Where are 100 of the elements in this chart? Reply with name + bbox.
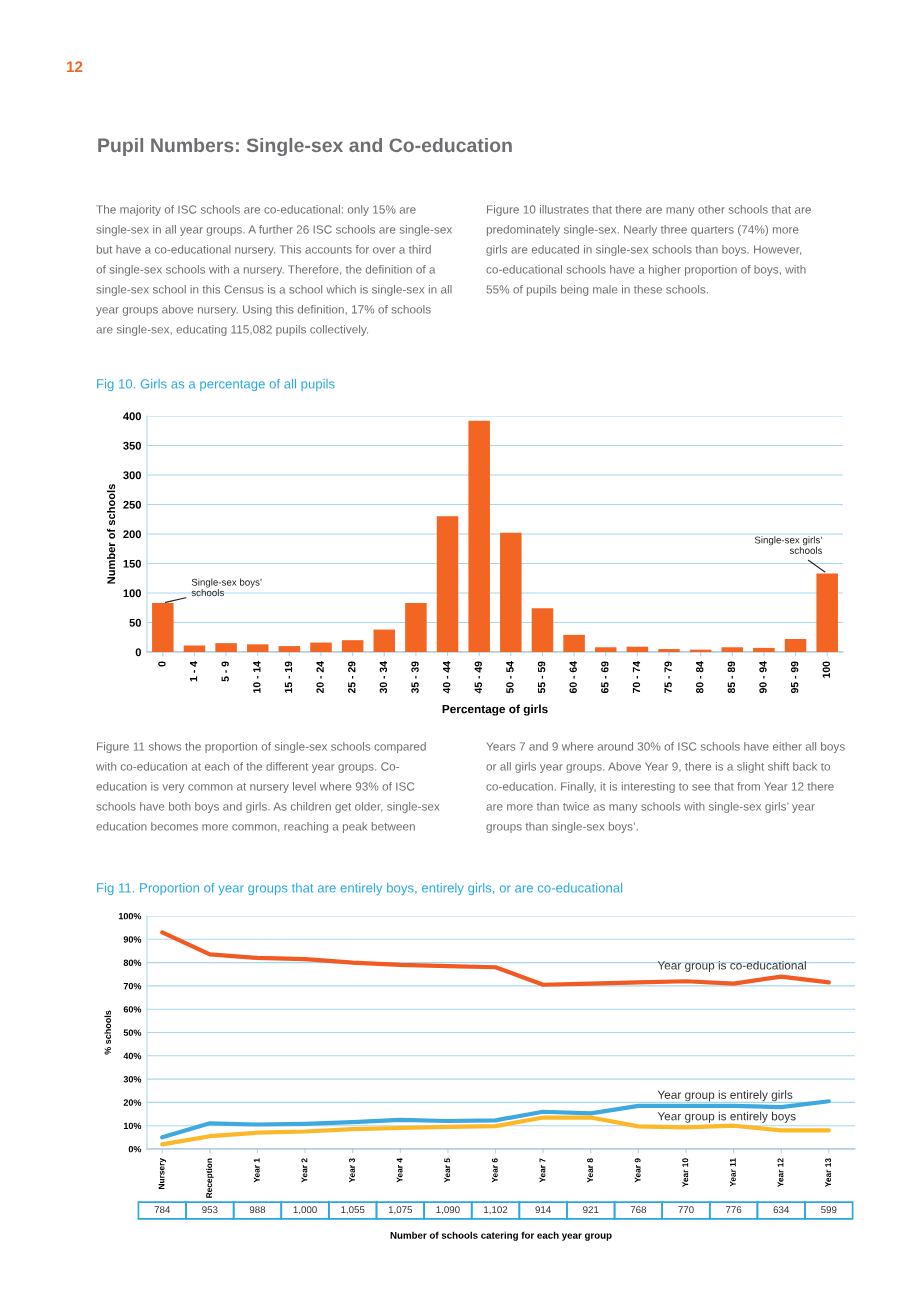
- x-tick-label: 35 - 39: [411, 661, 419, 694]
- y-tick-label: 300: [123, 471, 141, 480]
- x-tick-label: Year 12: [777, 1158, 784, 1188]
- bar: [721, 647, 744, 652]
- x-tick-label: 1 - 4: [189, 661, 198, 682]
- x-tick-label: Year 6: [491, 1158, 498, 1183]
- text: 1,000: [293, 1206, 317, 1215]
- x-tick-label: 70 - 74: [632, 661, 641, 694]
- x-tick-label: 10 - 14: [253, 661, 261, 693]
- text: 1,075: [388, 1206, 413, 1215]
- x-tick-label: 95 - 99: [790, 661, 799, 694]
- x-tick-label: 5 - 9: [221, 661, 229, 682]
- x-tick-label: Year 9: [634, 1158, 641, 1183]
- annotation: Single-sex boys’ schools: [191, 578, 262, 597]
- bar: [658, 649, 680, 652]
- text: 1,055: [341, 1206, 365, 1215]
- x-tick-label: Year 2: [301, 1158, 308, 1183]
- text: Years 7 and 9 where around 30% of ISC schools have either all boys or all girls year groups. Above Year 9, there is a slight shift back to co-education. Finally, it is interesting to see that from Year 12 there are more than twice as many schools with single-sex girls’ year groups than single-sex boys’.: [486, 742, 845, 833]
- y-tick-label: 350: [123, 441, 141, 450]
- x-tick-label: Year 5: [444, 1158, 451, 1183]
- caption: Figure 11 shows the proportion of single-sex schools compared with co-education at each of the different year groups. Co- education is very common at nursery level where 93% of ISC schools have both boys and girls. As children get older, single-sex education becomes more common, reaching a peak between: [95, 742, 440, 833]
- bar: [373, 629, 396, 652]
- x-tick-label: Reception: [205, 1158, 214, 1198]
- x-tick-label: 100: [822, 661, 830, 678]
- x-tick-label: 15 - 19: [284, 661, 293, 693]
- bar: [215, 643, 237, 652]
- y-tick-label: 70%: [123, 982, 142, 990]
- y-tick-label: 100: [123, 589, 141, 598]
- x-axis-title: Percentage of girls: [442, 704, 548, 716]
- bar: [436, 516, 459, 652]
- y-tick-label: 0: [135, 648, 141, 657]
- y-tick-label: 80%: [123, 959, 142, 966]
- x-tick-label: Year 4: [396, 1158, 403, 1183]
- bar: [563, 634, 585, 652]
- text: 776: [725, 1206, 742, 1214]
- bar: [405, 603, 427, 652]
- chart-title: Fig 11. Proportion of year groups that are entirely boys, entirely girls, or are co-educational: [97, 882, 623, 896]
- text: 599: [821, 1206, 837, 1214]
- y-axis-title: Number of schools: [106, 484, 116, 584]
- x-tick-label: 90 - 94: [759, 661, 767, 694]
- x-tick-label: Year 3: [349, 1158, 355, 1183]
- x-tick-label: 55 - 59: [537, 661, 546, 694]
- y-tick-label: 150: [123, 559, 141, 568]
- y-tick-label: 50: [129, 618, 141, 627]
- x-tick-label: 20 - 24: [316, 661, 324, 694]
- text: 988: [249, 1206, 266, 1214]
- y-tick-label: 200: [123, 530, 141, 539]
- x-tick-label: Year 11: [730, 1158, 736, 1187]
- y-tick-label: 20%: [123, 1099, 142, 1106]
- x-tick-label: 60 - 64: [569, 661, 577, 694]
- bar: [816, 573, 838, 652]
- x-tick-label: 75 - 79: [664, 661, 672, 694]
- text: 1,102: [484, 1206, 508, 1215]
- x-tick-label: 45 - 49: [474, 661, 482, 694]
- x-tick-label: 0: [158, 661, 166, 667]
- x-tick-label: Year 10: [682, 1158, 689, 1188]
- bar: [278, 646, 301, 652]
- text: 770: [678, 1206, 694, 1214]
- y-tick-label: 60%: [123, 1006, 142, 1013]
- y-tick-label: 30%: [123, 1076, 142, 1083]
- text: 768: [630, 1206, 647, 1214]
- text: 921: [583, 1206, 599, 1214]
- bar: [468, 420, 490, 652]
- x-tick-label: 30 - 34: [379, 661, 388, 694]
- x-tick-label: Year 8: [587, 1158, 593, 1183]
- y-tick-label: 40%: [123, 1052, 142, 1060]
- bar: [531, 608, 554, 652]
- text: 914: [535, 1206, 551, 1214]
- y-tick-label: 100%: [118, 912, 142, 920]
- chart-title: Pupil Numbers: Single-sex and Co-education: [98, 137, 512, 157]
- x-tick-label: 25 - 29: [348, 661, 356, 694]
- text: 953: [202, 1206, 218, 1214]
- x-tick-label: Nursery: [158, 1158, 167, 1189]
- bar: [341, 640, 364, 652]
- annotation: Single-sex girls’ schools: [754, 536, 823, 554]
- bar: [626, 646, 649, 652]
- series-label: Year group is entirely boys: [657, 1111, 796, 1123]
- bar: [310, 642, 332, 652]
- x-tick-label: 50 - 54: [506, 661, 514, 694]
- text: The majority of ISC schools are co-educational: only 15% are single-sex in all year groups. A further 26 ISC schools are single-sex but have a co-educational nursery. This accounts for over a third of single-sex schools with a nursery. Therefore, the definition of a single-sex school in this Census is a school which is single-sex in all year groups above nursery. Using this definition, 17% of schools are single-sex, educating 115,082 pupils collectively.: [96, 205, 453, 336]
- x-tick-label: Year 7: [539, 1158, 546, 1183]
- chart-subtitle: Fig 10. Girls as a percentage of all pupils: [97, 378, 335, 392]
- x-tick-label: 65 - 69: [601, 661, 609, 694]
- x-tick-label: 40 - 44: [442, 661, 451, 694]
- bar: [183, 645, 206, 652]
- bar: [594, 647, 617, 652]
- y-tick-label: 10%: [123, 1122, 142, 1130]
- line-series: [160, 930, 831, 987]
- y-tick-label: 50%: [123, 1029, 142, 1036]
- bar: [152, 603, 174, 652]
- bar: [246, 644, 269, 652]
- y-tick-label: 400: [123, 412, 141, 421]
- y-tick-label: 250: [123, 500, 141, 509]
- series-label: Year group is co-educational: [657, 960, 806, 972]
- x-axis-title: Number of schools catering for each year group: [390, 1231, 612, 1241]
- text: 1,090: [436, 1206, 460, 1215]
- y-tick-label: 90%: [123, 936, 142, 943]
- text: 634: [773, 1206, 790, 1214]
- bar: [784, 639, 807, 652]
- y-tick-label: 0%: [128, 1145, 142, 1153]
